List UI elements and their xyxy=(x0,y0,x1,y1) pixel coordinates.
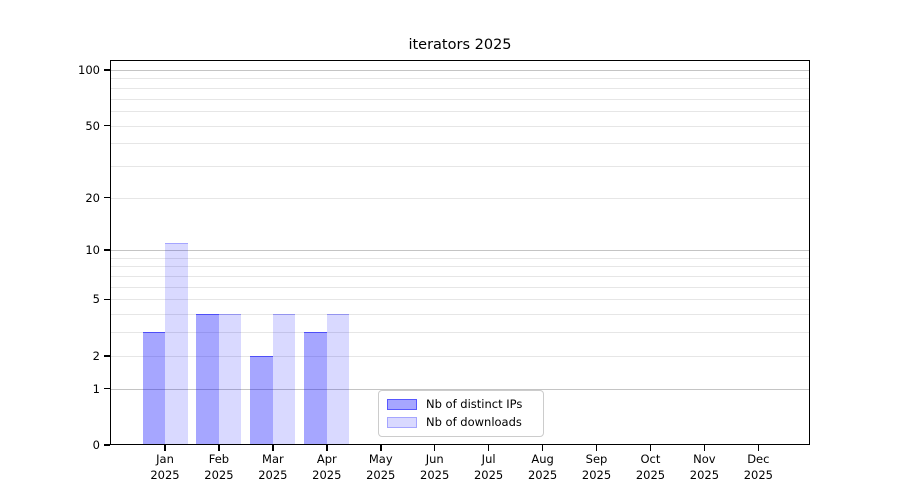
x-tick-mark xyxy=(757,445,760,451)
gridline-minor xyxy=(110,299,810,301)
x-tick-mark xyxy=(164,445,166,451)
x-tick-label: Dec 2025 xyxy=(743,452,773,482)
legend-swatch-distinct-ips xyxy=(387,399,417,410)
x-tick-label: Sep 2025 xyxy=(581,452,612,482)
x-tick-label: May 2025 xyxy=(366,452,396,482)
x-tick-mark xyxy=(433,445,436,451)
bar-downloads xyxy=(218,314,242,445)
x-tick-label: Oct 2025 xyxy=(635,452,666,482)
legend-row: Nb of distinct IPs xyxy=(387,397,535,412)
x-tick-mark xyxy=(541,445,544,451)
gridline-minor xyxy=(110,110,810,112)
plot-area xyxy=(110,60,810,445)
gridline-minor xyxy=(110,276,810,278)
gridline-minor xyxy=(110,257,810,259)
x-tick-label: Mar 2025 xyxy=(258,452,288,482)
gridline-minor xyxy=(110,314,810,316)
gridline-major xyxy=(110,388,810,390)
gridline-major xyxy=(110,250,810,252)
gridline-minor xyxy=(110,98,810,100)
x-tick-mark xyxy=(379,445,382,451)
x-tick-mark xyxy=(218,445,220,451)
y-tick-mark xyxy=(104,69,110,71)
legend-row: Nb of downloads xyxy=(387,415,535,430)
x-tick-mark xyxy=(326,445,328,451)
x-tick-label: Nov 2025 xyxy=(689,452,720,482)
gridline-minor xyxy=(110,165,810,167)
bar-downloads xyxy=(165,243,188,445)
x-tick-label: Aug 2025 xyxy=(527,452,558,482)
y-tick-label: 2 xyxy=(92,348,100,363)
y-tick-mark xyxy=(104,444,110,446)
x-tick-label: Apr 2025 xyxy=(312,452,342,482)
y-tick-mark xyxy=(104,387,110,390)
y-tick-label: 50 xyxy=(85,118,100,133)
y-tick-label: 0 xyxy=(92,438,100,452)
y-tick-label: 100 xyxy=(78,63,100,77)
legend-swatch-downloads xyxy=(387,417,417,428)
legend: Nb of distinct IPs Nb of downloads xyxy=(378,390,544,437)
x-tick-label: Feb 2025 xyxy=(204,452,234,482)
gridline-minor xyxy=(110,286,810,288)
x-tick-mark xyxy=(487,445,490,451)
bar-distinct-ips xyxy=(250,355,273,445)
legend-label: Nb of downloads xyxy=(426,415,522,429)
chart-title: iterators 2025 xyxy=(408,37,512,53)
gridline-minor xyxy=(110,355,810,357)
gridline-minor xyxy=(110,197,810,199)
bar-distinct-ips xyxy=(196,314,219,445)
y-tick-label: 10 xyxy=(85,243,100,258)
y-tick-label: 5 xyxy=(92,292,100,307)
bar-downloads xyxy=(326,314,350,445)
x-tick-mark xyxy=(595,445,598,451)
y-tick-label: 20 xyxy=(85,190,100,205)
x-tick-label: Jun 2025 xyxy=(420,452,450,482)
gridline-minor xyxy=(110,266,810,268)
y-tick-mark xyxy=(104,298,110,301)
gridline-minor xyxy=(110,87,810,89)
gridline-major xyxy=(110,70,810,71)
x-tick-label: Jan 2025 xyxy=(150,452,180,482)
x-tick-label: Jul 2025 xyxy=(473,452,504,482)
bar-downloads xyxy=(272,314,296,445)
x-tick-mark xyxy=(649,445,652,451)
x-tick-mark xyxy=(272,445,274,451)
gridline-minor xyxy=(110,143,810,145)
y-tick-mark xyxy=(104,249,110,251)
x-tick-mark xyxy=(703,445,706,451)
bar-distinct-ips xyxy=(304,332,327,445)
gridline-minor xyxy=(110,332,810,334)
y-tick-mark xyxy=(104,196,110,199)
legend-label: Nb of distinct IPs xyxy=(426,397,523,411)
y-tick-label: 1 xyxy=(92,381,100,396)
y-tick-mark xyxy=(104,354,110,357)
y-tick-mark xyxy=(104,124,110,127)
gridline-minor xyxy=(110,78,810,80)
bar-distinct-ips xyxy=(142,332,165,445)
gridline-minor xyxy=(110,125,810,127)
